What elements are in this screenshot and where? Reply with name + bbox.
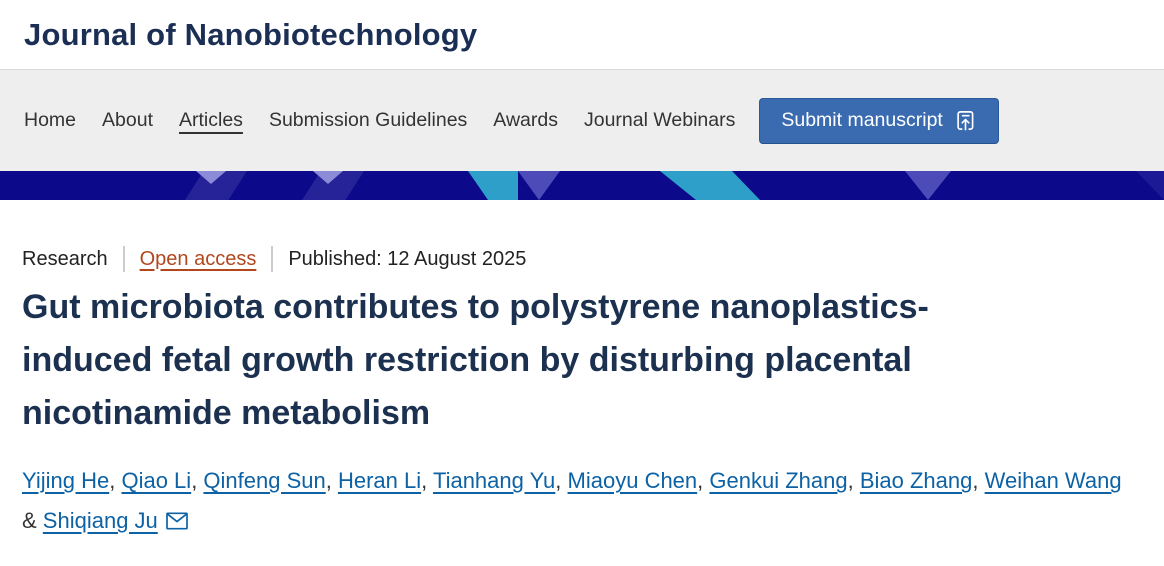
author-separator: , (847, 468, 860, 493)
banner-shape (1136, 171, 1164, 200)
author-link[interactable]: Qinfeng Sun (203, 468, 326, 493)
document-arrow-up-icon (957, 111, 974, 131)
article-title: Gut microbiota contributes to polystyren… (22, 288, 929, 432)
author-separator: , (697, 468, 710, 493)
nav-item-articles[interactable]: Articles (179, 109, 243, 131)
author-separator: , (972, 468, 985, 493)
submit-manuscript-button[interactable]: Submit manuscript (759, 97, 999, 144)
author-separator: , (109, 468, 122, 493)
nav-item-journal-webinars[interactable]: Journal Webinars (583, 109, 736, 131)
submit-manuscript-label: Submit manuscript (781, 109, 943, 131)
author-list: Yijing He, Qiao Li, Qinfeng Sun, Heran L… (22, 461, 1124, 541)
author-link[interactable]: Miaoyu Chen (567, 468, 698, 493)
journal-title-link[interactable]: Journal of Nanobiotechnology (24, 16, 478, 52)
banner-shape (518, 171, 560, 200)
author-separator: & (22, 508, 43, 533)
article-header: Research Open access Published: 12 Augus… (0, 200, 1164, 541)
published-date: Published: 12 August 2025 (288, 247, 527, 270)
author-link[interactable]: Tianhang Yu (432, 468, 556, 493)
nav-item-awards[interactable]: Awards (493, 109, 558, 131)
open-access-link[interactable]: Open access (139, 247, 257, 270)
author-names: Yijing He, Qiao Li, Qinfeng Sun, Heran L… (22, 468, 1122, 533)
author-separator: , (191, 468, 204, 493)
nav-item-about[interactable]: About (102, 109, 153, 131)
author-separator: , (325, 468, 338, 493)
nav-item-home[interactable]: Home (24, 109, 77, 131)
envelope-icon[interactable] (165, 512, 188, 530)
divider (271, 246, 274, 272)
divider (122, 246, 125, 272)
author-link[interactable]: Yijing He (22, 468, 110, 493)
banner-shape (660, 171, 760, 200)
main-nav: Home About Articles Submission Guidelines Aw… (0, 70, 1164, 171)
banner-shape (905, 171, 951, 200)
nav-item-submission-guidelines[interactable]: Submission Guidelines (268, 109, 468, 131)
banner-decoration (0, 171, 1164, 200)
article-meta: Research Open access Published: 12 Augus… (22, 246, 1124, 272)
author-link[interactable]: Genkui Zhang (709, 468, 848, 493)
author-link[interactable]: Qiao Li (121, 468, 192, 493)
nav-list: Home About Articles Submission Guidelines Aw… (24, 109, 735, 132)
author-link[interactable]: Weihan Wang (984, 468, 1122, 493)
banner-shape (468, 171, 518, 200)
author-separator: , (421, 468, 433, 493)
author-link[interactable]: Shiqiang Ju (42, 508, 158, 533)
author-link[interactable]: Biao Zhang (859, 468, 973, 493)
author-link[interactable]: Heran Li (337, 468, 422, 493)
journal-header: Journal of Nanobiotechnology (0, 0, 1164, 70)
author-separator: , (555, 468, 568, 493)
article-type-label: Research (22, 247, 108, 270)
